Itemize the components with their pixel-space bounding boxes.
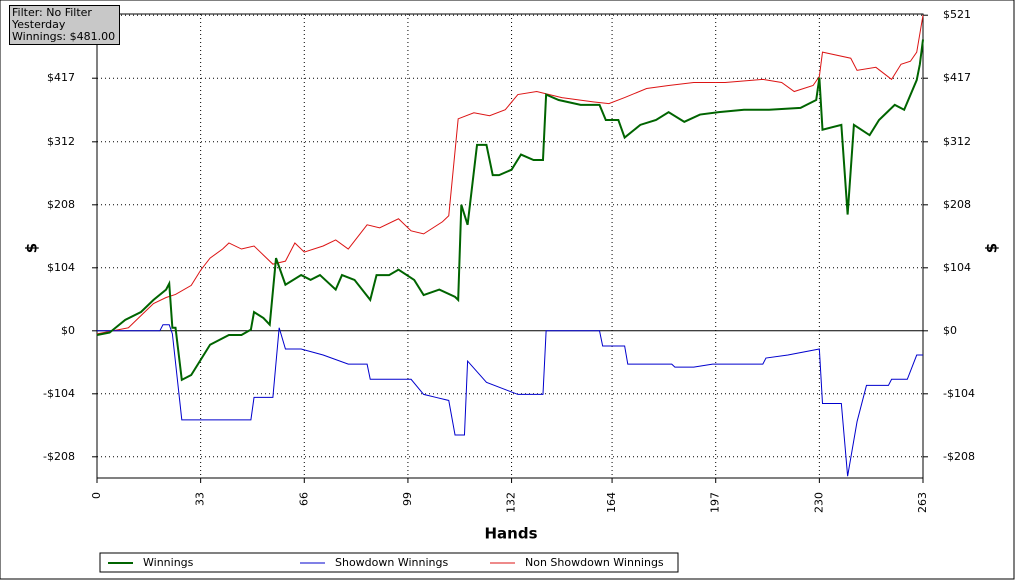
- info-box: Filter: No Filter Yesterday Winnings: $4…: [9, 5, 120, 45]
- x-tick-label: 197: [709, 492, 722, 513]
- x-tick-label: 33: [194, 492, 207, 506]
- x-tick-label: 99: [401, 492, 414, 506]
- info-winnings: Winnings: $481.00: [12, 30, 116, 43]
- x-tick-label: 263: [916, 492, 929, 513]
- y-tick-label: $417: [47, 71, 75, 84]
- series-line: [96, 15, 924, 335]
- y2-axis-label: $: [983, 243, 1001, 253]
- y-tick-label: -$208: [43, 450, 75, 463]
- y-tick-label: $0: [61, 324, 75, 337]
- y-tick-label: $312: [47, 135, 75, 148]
- info-period: Yesterday: [12, 18, 66, 31]
- y2-tick-label: $0: [943, 324, 957, 337]
- plot-area: [96, 13, 924, 479]
- y2-tick-label: $312: [943, 135, 971, 148]
- info-filter: Filter: No Filter: [12, 6, 92, 19]
- x-tick-label: 132: [505, 492, 518, 513]
- y2-tick-label: -$104: [943, 387, 975, 400]
- y2-tick-label: $208: [943, 198, 971, 211]
- legend-label: Winnings: [143, 556, 194, 569]
- legend-label: Non Showdown Winnings: [525, 556, 664, 569]
- y-tick-label: $208: [47, 198, 75, 211]
- y2-tick-label: -$208: [943, 450, 975, 463]
- series-line: [96, 39, 924, 382]
- y2-tick-label: $417: [943, 71, 971, 84]
- y2-tick-label: $521: [943, 8, 971, 21]
- x-axis-label: Hands: [484, 525, 537, 543]
- x-tick-label: 66: [297, 492, 310, 506]
- y-axis-label: $: [23, 243, 41, 253]
- y-tick-label: $104: [47, 261, 75, 274]
- y-tick-label: -$104: [43, 387, 75, 400]
- y2-tick-label: $104: [943, 261, 971, 274]
- x-tick-label: 164: [605, 492, 618, 513]
- x-tick-label: 230: [812, 492, 825, 513]
- x-tick-label: 0: [90, 492, 103, 499]
- legend: [99, 552, 679, 573]
- series-line: [97, 324, 923, 477]
- legend-label: Showdown Winnings: [335, 556, 449, 569]
